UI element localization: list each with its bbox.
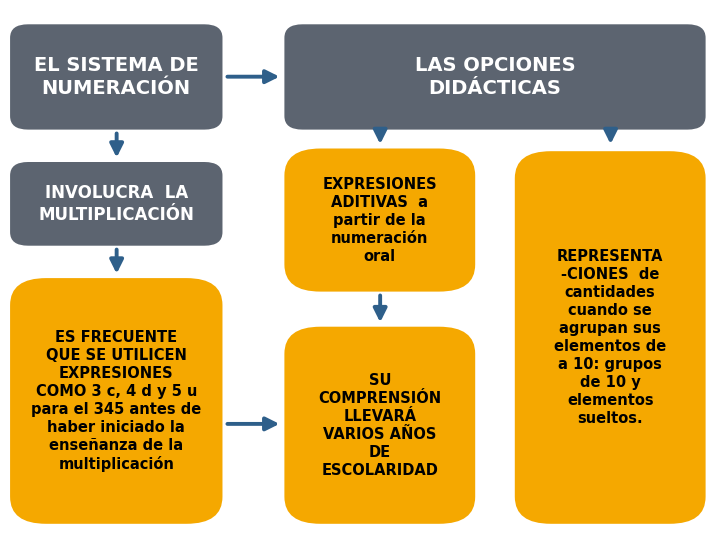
- Text: LAS OPCIONES
DIDÁCTICAS: LAS OPCIONES DIDÁCTICAS: [415, 56, 575, 98]
- FancyBboxPatch shape: [10, 278, 222, 524]
- Text: INVOLUCRA  LA
MULTIPLICACIÓN: INVOLUCRA LA MULTIPLICACIÓN: [38, 184, 194, 224]
- FancyBboxPatch shape: [284, 24, 706, 130]
- Text: EL SISTEMA DE
NUMERACIÓN: EL SISTEMA DE NUMERACIÓN: [34, 56, 199, 98]
- Text: SU
COMPRENSIÓN
LLEVARÁ
VARIOS AÑOS
DE
ESCOLARIDAD: SU COMPRENSIÓN LLEVARÁ VARIOS AÑOS DE ES…: [318, 373, 441, 478]
- Text: ES FRECUENTE
QUE SE UTILICEN
EXPRESIONES
COMO 3 c, 4 d y 5 u
para el 345 antes d: ES FRECUENTE QUE SE UTILICEN EXPRESIONES…: [31, 330, 202, 472]
- FancyBboxPatch shape: [10, 24, 222, 130]
- FancyBboxPatch shape: [515, 151, 706, 524]
- Text: REPRESENTA
-CIONES  de
cantidades
cuando se
agrupan sus
elementos de
a 10: grupo: REPRESENTA -CIONES de cantidades cuando …: [554, 249, 666, 426]
- Text: EXPRESIONES
ADITIVAS  a
partir de la
numeración
oral: EXPRESIONES ADITIVAS a partir de la nume…: [323, 177, 437, 264]
- FancyBboxPatch shape: [284, 327, 475, 524]
- FancyBboxPatch shape: [10, 162, 222, 246]
- FancyBboxPatch shape: [284, 148, 475, 292]
